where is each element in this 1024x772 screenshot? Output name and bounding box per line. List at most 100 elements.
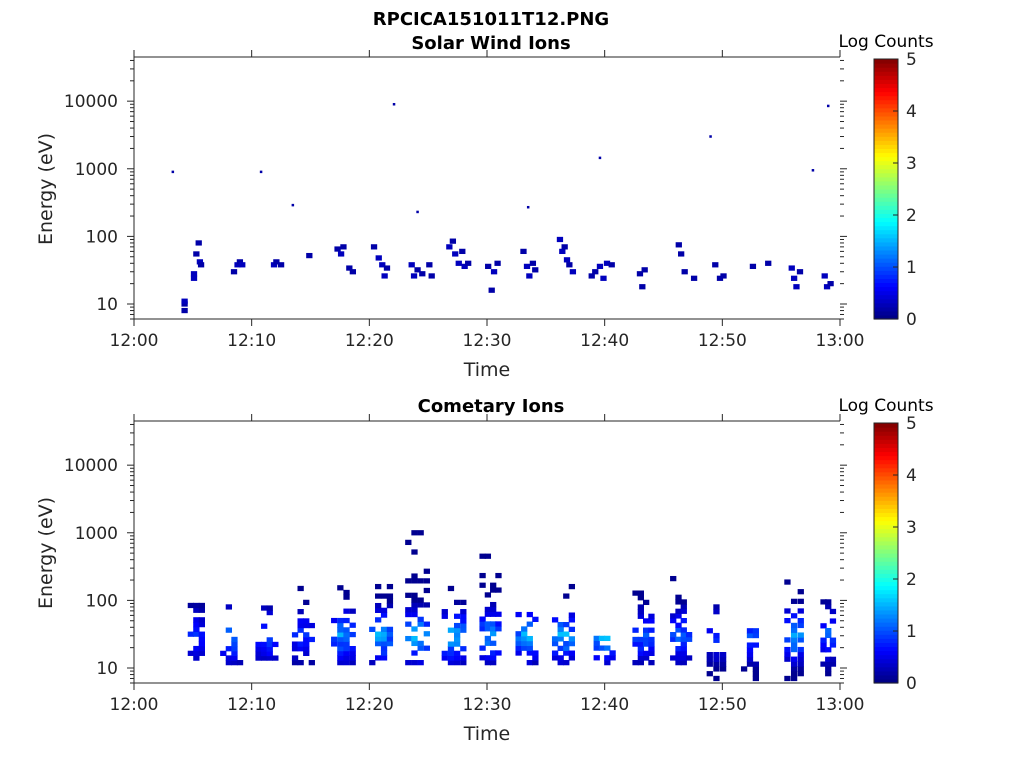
x-tick-label: 13:00 [816, 331, 865, 351]
x-tick-label: 13:00 [816, 695, 865, 715]
data-cell [193, 621, 200, 628]
data-cell [740, 666, 748, 672]
data-cell [423, 602, 430, 608]
cometary-y-axis-label: Energy (eV) [35, 497, 57, 609]
data-cell [648, 636, 655, 643]
colorbar-segment [874, 314, 898, 320]
data-cell [490, 655, 497, 661]
data-cell [193, 655, 200, 661]
x-tick-label: 12:10 [227, 331, 276, 351]
x-tick-label: 12:20 [345, 331, 394, 351]
data-cell [337, 641, 344, 647]
colorbar-segment [874, 95, 898, 101]
colorbar-tick-label: 4 [906, 466, 917, 486]
colorbar-segment [874, 241, 898, 247]
data-cell [637, 660, 644, 666]
colorbar-tick-label: 1 [906, 258, 917, 278]
data-cell [484, 635, 492, 642]
data-cell [637, 595, 644, 601]
y-tick-label: 1000 [75, 160, 118, 180]
data-cell [198, 650, 205, 656]
colorbar-tick-label: 3 [906, 154, 917, 174]
data-cell [490, 621, 497, 627]
data-cell [465, 260, 472, 266]
data-cell [198, 607, 205, 613]
data-cell [765, 260, 772, 266]
data-cell [526, 205, 530, 209]
data-cell [790, 275, 798, 281]
data-cell [797, 656, 804, 662]
colorbar-segment [874, 630, 898, 635]
data-cell [752, 642, 760, 648]
data-cell [225, 660, 233, 666]
data-cell [380, 636, 388, 642]
data-cell [231, 650, 238, 656]
data-cell [255, 655, 262, 661]
data-cell [719, 661, 727, 667]
data-cell [746, 652, 754, 658]
data-cell [648, 641, 655, 647]
data-cell [417, 597, 424, 603]
data-cell [825, 632, 832, 639]
colorbar-segment [874, 282, 898, 288]
data-cell [648, 627, 655, 633]
colorbar-segment [874, 189, 898, 194]
colorbar-segment [874, 585, 898, 591]
data-cell [195, 240, 202, 246]
data-cell [490, 587, 497, 593]
data-cell [447, 627, 455, 633]
data-cell [495, 650, 502, 656]
colorbar-segment [874, 561, 898, 566]
data-cell [532, 267, 539, 273]
colorbar-segment [874, 467, 898, 473]
data-cell [255, 650, 262, 657]
data-cell [197, 262, 205, 268]
data-cell [460, 627, 467, 633]
data-cell [454, 650, 461, 657]
data-cell [749, 263, 757, 270]
data-cell [593, 645, 600, 651]
data-cell [632, 641, 639, 647]
data-cell [608, 262, 615, 268]
data-cell [520, 248, 527, 255]
data-cell [349, 608, 356, 614]
data-cell [784, 646, 791, 653]
colorbar-segment [874, 455, 898, 461]
data-cell [343, 608, 350, 614]
data-cell [551, 617, 559, 623]
data-cell [380, 593, 388, 599]
colorbar-segment [874, 439, 898, 444]
colorbar-tick-label: 1 [906, 622, 917, 642]
data-cell [272, 655, 279, 661]
data-cell [337, 650, 344, 656]
data-cell [423, 621, 430, 627]
data-cell [272, 641, 279, 648]
data-cell [648, 618, 655, 624]
data-cell [380, 626, 388, 632]
data-cell [495, 611, 502, 617]
data-cell [788, 265, 795, 271]
data-cell [716, 275, 724, 281]
data-cell [784, 675, 791, 682]
data-cell [337, 660, 344, 666]
colorbar-segment [874, 294, 898, 300]
data-cell [557, 655, 564, 661]
colorbar-segment [874, 136, 898, 141]
data-cell [596, 263, 604, 270]
data-cell [515, 640, 522, 647]
colorbar-segment [874, 140, 898, 145]
colorbar-segment [874, 569, 898, 574]
data-cell [495, 626, 502, 632]
data-cell [190, 275, 198, 281]
colorbar-segment [874, 500, 898, 505]
data-cell [484, 553, 492, 559]
data-cell [343, 627, 350, 633]
colorbar-segment [874, 124, 898, 129]
data-cell [231, 655, 238, 661]
colorbar-segment [874, 674, 898, 680]
data-cell [551, 650, 559, 656]
data-cell [825, 656, 832, 662]
data-cell [820, 642, 827, 648]
data-cell [825, 604, 832, 610]
